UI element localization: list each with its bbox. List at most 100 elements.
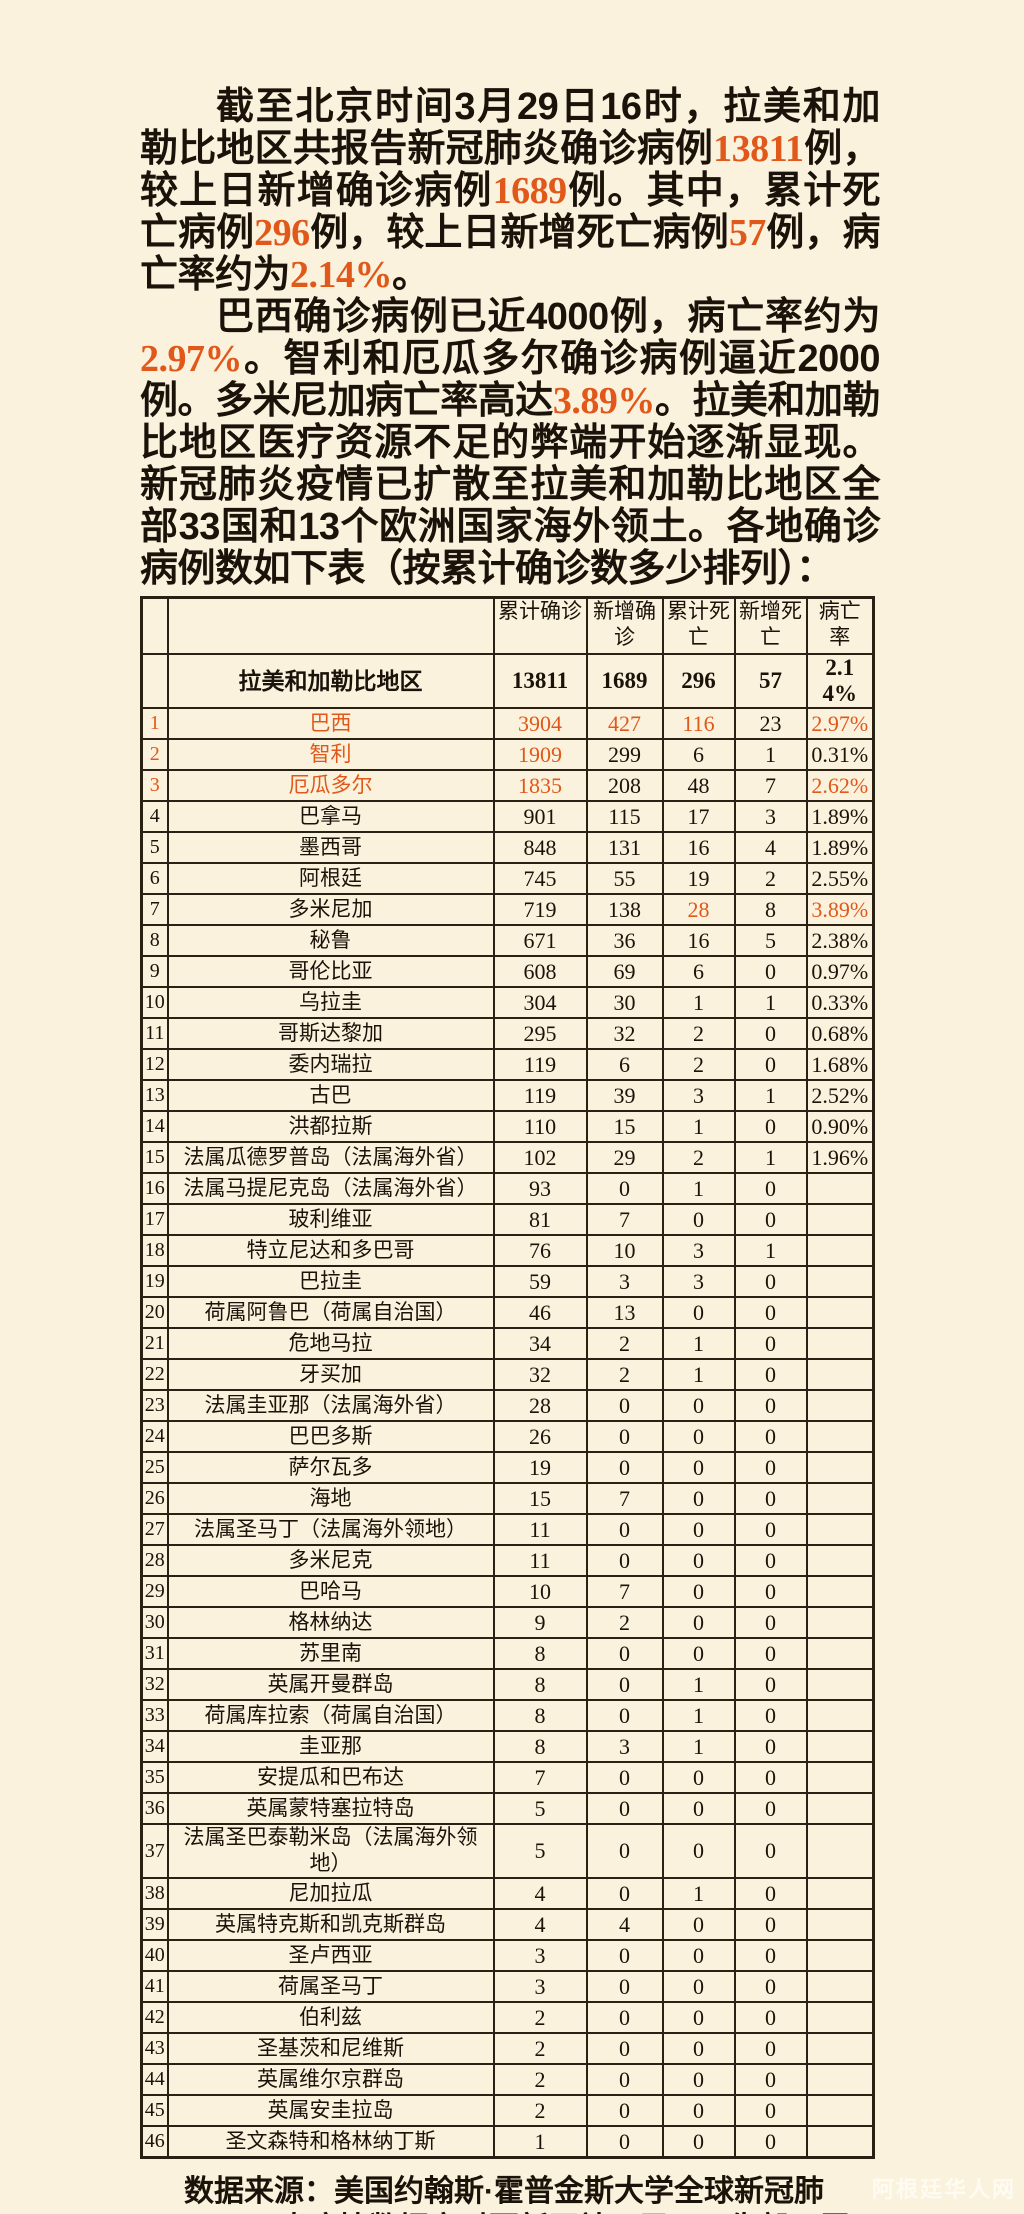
value-cell (805, 1877, 875, 1910)
value-cell: 0.90% (805, 1110, 875, 1143)
value-cell: 0 (661, 1823, 736, 1879)
value-cell: 1.96% (805, 1141, 875, 1174)
table-row: 40 圣卢西亚 3 0 0 0 (140, 1939, 875, 1972)
country-name-cell: 多米尼加 (166, 893, 495, 926)
table-row: 10 乌拉圭 304 30 1 1 0.33% (140, 986, 875, 1019)
value-cell: 30 (585, 986, 664, 1019)
rank-cell: 12 (140, 1048, 169, 1081)
content-column: 截至北京时间3月29日16时，拉美和加勒比地区共报告新冠肺炎确诊病例13811例… (140, 86, 881, 2214)
table-row: 44 英属维尔京群岛 2 0 0 0 (140, 2063, 875, 2096)
value-cell: 3.89% (805, 893, 875, 926)
value-cell: 0 (585, 1792, 664, 1825)
value-cell: 0.31% (805, 738, 875, 771)
value-cell: 119 (492, 1048, 588, 1081)
value-cell: 1 (492, 2125, 588, 2159)
table-row: 46 圣文森特和格林纳丁斯 1 0 0 0 (140, 2125, 875, 2159)
value-cell: 1.89% (805, 831, 875, 864)
value-cell: 1 (661, 1699, 736, 1732)
rank-cell: 6 (140, 862, 169, 895)
value-cell: 0 (661, 1420, 736, 1453)
text-segment: 。智利和厄瓜多尔确诊病例逼近2000例。多米尼加病亡率高达 (140, 338, 881, 422)
rank-cell: 4 (140, 800, 169, 833)
country-name-cell: 英属维尔京群岛 (166, 2063, 495, 2096)
value-cell: 0 (733, 1970, 808, 2003)
country-name-cell: 安提瓜和巴布达 (166, 1761, 495, 1794)
value-cell: 2 (661, 1141, 736, 1174)
value-cell: 0 (733, 1823, 808, 1879)
value-cell: 5 (492, 1823, 588, 1879)
table-row: 22 牙买加 32 2 1 0 (140, 1358, 875, 1391)
value-cell: 0 (733, 1908, 808, 1941)
value-cell (805, 2125, 875, 2159)
value-cell: 3 (661, 1234, 736, 1267)
table-row: 25 萨尔瓦多 19 0 0 0 (140, 1451, 875, 1484)
rank-cell: 27 (140, 1513, 169, 1546)
rank-cell: 33 (140, 1699, 169, 1732)
text-segment: 。拉美和加勒比地区医疗资源不足的弊端开始逐渐显现。新冠肺炎疫情已扩散至拉美和加勒… (140, 380, 881, 590)
value-cell: 119 (492, 1079, 588, 1112)
value-cell (805, 1606, 875, 1639)
value-cell: 4 (492, 1908, 588, 1941)
value-cell: 0 (661, 1939, 736, 1972)
table-row: 36 英属蒙特塞拉特岛 5 0 0 0 (140, 1792, 875, 1825)
country-name-cell: 巴西 (166, 707, 495, 740)
value-cell: 0 (585, 1637, 664, 1670)
value-cell: 1 (661, 1358, 736, 1391)
region-total-row: 拉美和加勒比地区 13811 1689 296 57 2.14% (140, 653, 875, 709)
country-name-cell: 法属圭亚那（法属海外省） (166, 1389, 495, 1422)
value-cell: 0 (733, 1668, 808, 1701)
value-cell: 2 (492, 2001, 588, 2034)
country-name-cell: 特立尼达和多巴哥 (166, 1234, 495, 1267)
table-row: 27 法属圣马丁（法属海外领地） 11 0 0 0 (140, 1513, 875, 1546)
table-row: 11 哥斯达黎加 295 32 2 0 0.68% (140, 1017, 875, 1050)
table-row: 1 巴西 3904 427 116 23 2.97% (140, 707, 875, 740)
value-cell: 0 (733, 1792, 808, 1825)
value-cell: 0 (733, 1606, 808, 1639)
value-cell: 2 (661, 1017, 736, 1050)
country-name-cell: 牙买加 (166, 1358, 495, 1391)
value-cell (805, 1389, 875, 1422)
rank-cell: 9 (140, 955, 169, 988)
value-cell: 1 (661, 1668, 736, 1701)
rank-cell: 36 (140, 1792, 169, 1825)
text-segment: 例，较上日新增确诊病例 (140, 128, 880, 212)
value-cell (805, 1420, 875, 1453)
value-cell: 0 (661, 1970, 736, 2003)
value-cell: 0 (585, 2001, 664, 2034)
table-row: 6 阿根廷 745 55 19 2 2.55% (140, 862, 875, 895)
value-cell (805, 1544, 875, 1577)
country-name-cell: 古巴 (166, 1079, 495, 1112)
value-cell: 4 (585, 1908, 664, 1941)
value-cell (805, 1327, 875, 1360)
value-cell (805, 1792, 875, 1825)
value-cell: 15 (585, 1110, 664, 1143)
country-name-cell: 法属瓜德罗普岛（法属海外省） (166, 1141, 495, 1174)
value-cell: 304 (492, 986, 588, 1019)
value-cell: 0 (733, 2001, 808, 2034)
value-cell: 0 (733, 1575, 808, 1608)
value-cell: 2 (492, 2063, 588, 2096)
rank-cell: 19 (140, 1265, 169, 1298)
rank-cell: 28 (140, 1544, 169, 1577)
value-cell: 32 (492, 1358, 588, 1391)
country-name-cell: 英属蒙特塞拉特岛 (166, 1792, 495, 1825)
value-cell: 0 (733, 1544, 808, 1577)
value-cell: 0 (733, 1327, 808, 1360)
value-cell: 16 (661, 924, 736, 957)
value-cell: 0 (733, 2125, 808, 2159)
value-cell: 0 (733, 1017, 808, 1050)
text-segment: 截至北京时间3月29日16时，拉美和加勒比地区共报告新冠肺炎确诊病例 (140, 86, 881, 170)
rank-cell: 5 (140, 831, 169, 864)
value-cell: 7 (492, 1761, 588, 1794)
text-segment: 巴西确诊病例已近4000例，病亡率约为 (216, 296, 881, 338)
value-cell: 131 (585, 831, 664, 864)
value-cell: 2 (585, 1358, 664, 1391)
table-row: 20 荷属阿鲁巴（荷属自治国） 46 13 0 0 (140, 1296, 875, 1329)
highlight-total-deaths: 296 (254, 212, 310, 254)
value-cell: 1835 (492, 769, 588, 802)
country-name-cell: 圭亚那 (166, 1730, 495, 1763)
value-cell: 5 (733, 924, 808, 957)
text-segment: 。 (392, 254, 430, 296)
value-cell: 0 (661, 1575, 736, 1608)
value-cell (805, 1939, 875, 1972)
